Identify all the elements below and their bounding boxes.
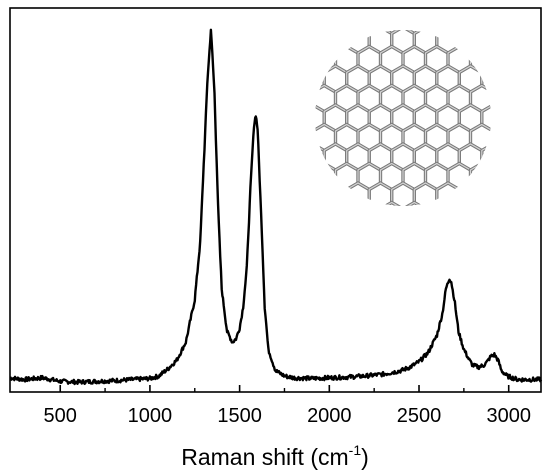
plot-frame [9, 7, 542, 393]
x-tick-label: 2000 [307, 405, 352, 427]
x-axis-label: Raman shift (cm-1) [181, 442, 369, 470]
spectrum-line [9, 28, 543, 386]
x-tick-label: 3000 [486, 405, 531, 427]
x-tick-label: 500 [44, 405, 77, 427]
x-tick-label: 1500 [217, 405, 262, 427]
x-tick-label: 2500 [397, 405, 442, 427]
carbon-structure-inset [315, 30, 491, 206]
x-axis-tick-labels: 500 1000 1500 2000 2500 3000 [44, 405, 531, 427]
x-axis-ticks [59, 385, 510, 392]
x-tick-label: 1000 [128, 405, 173, 427]
